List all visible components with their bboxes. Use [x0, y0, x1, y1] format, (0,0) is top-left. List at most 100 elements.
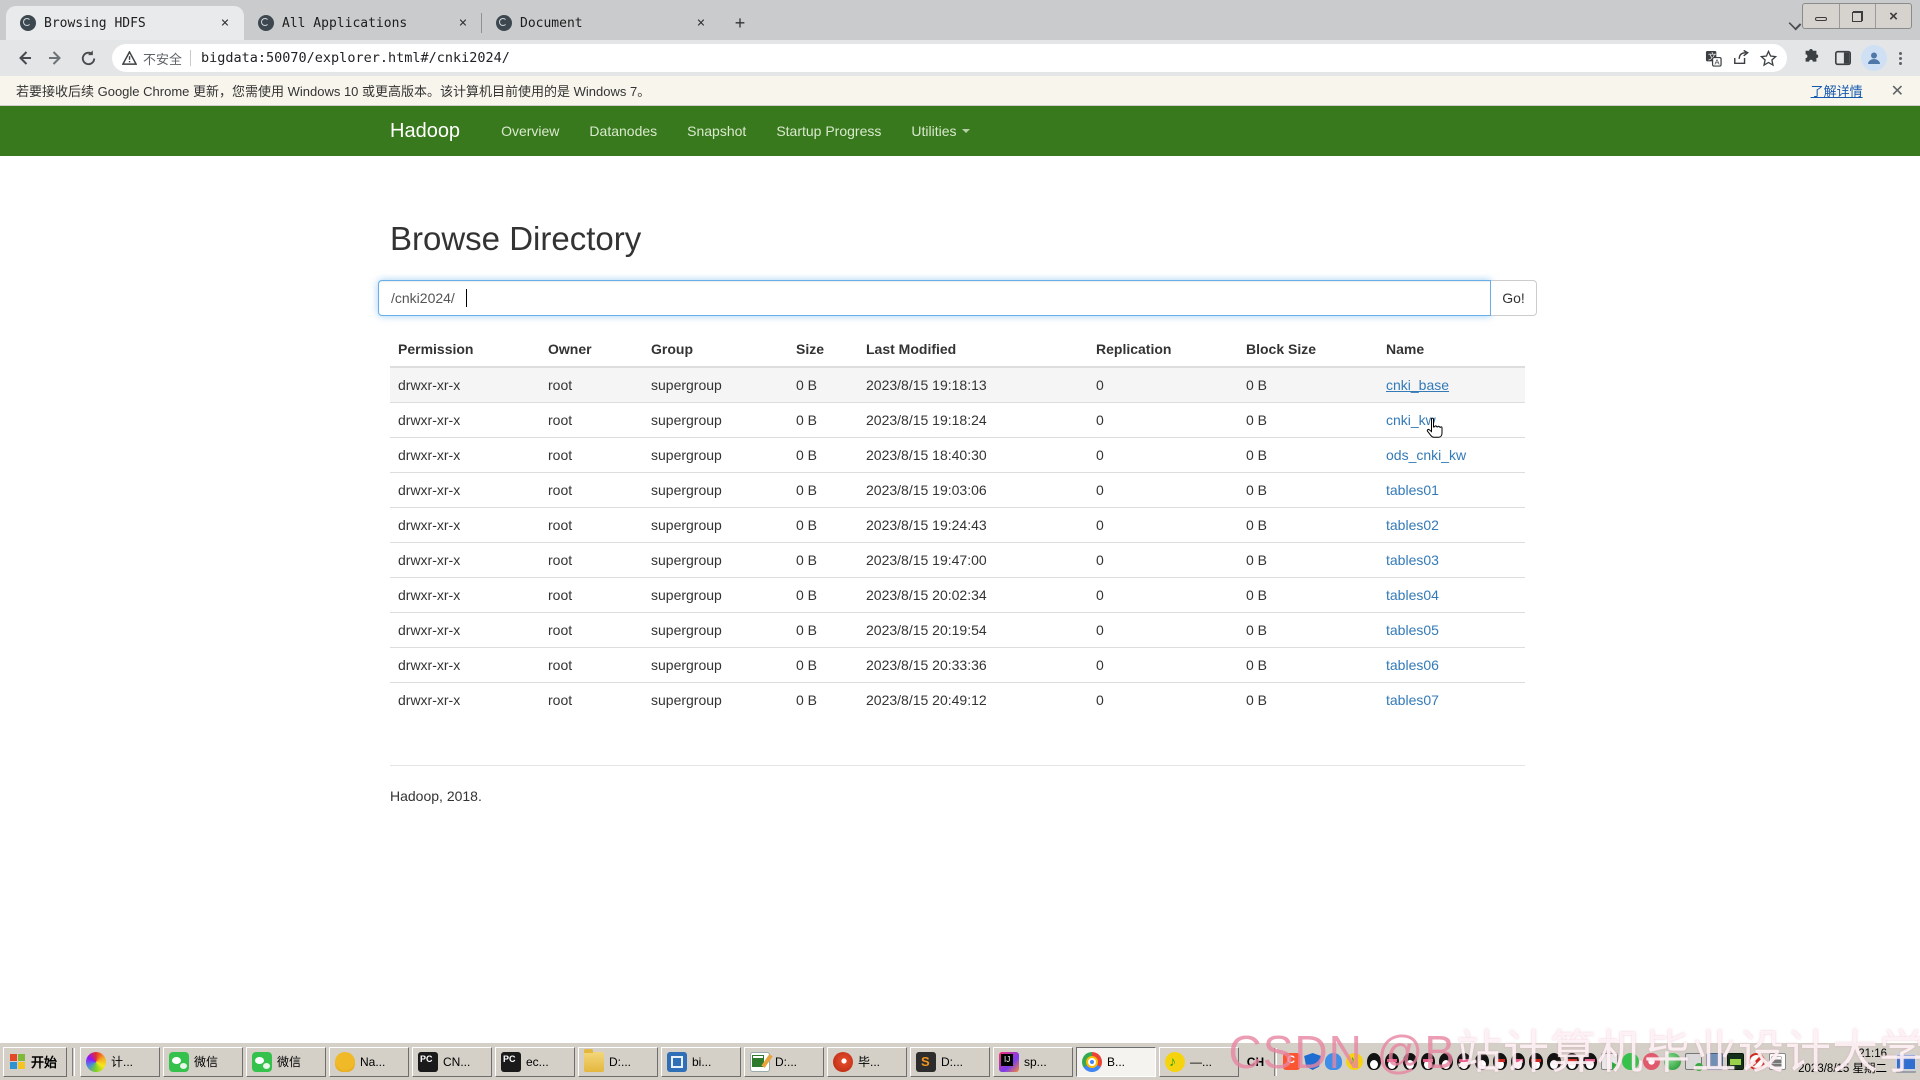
- dir-link-cnki_kw[interactable]: cnki_kw: [1386, 412, 1436, 428]
- qq-penguin-icon[interactable]: [1493, 1053, 1508, 1070]
- address-bar[interactable]: 不安全 bigdata:50070/explorer.html#/cnki202…: [112, 44, 1787, 72]
- task-button-pycharm-1[interactable]: CN...: [412, 1046, 492, 1077]
- nav-overview[interactable]: Overview: [501, 123, 560, 139]
- go-button[interactable]: Go!: [1491, 280, 1537, 316]
- qq-penguin-icon[interactable]: [1367, 1053, 1382, 1070]
- wechat-tray-icon[interactable]: [1622, 1053, 1640, 1070]
- tab-close-icon[interactable]: ×: [458, 15, 468, 31]
- task-button-intellij[interactable]: sp...: [993, 1046, 1073, 1077]
- close-icon: ×: [1889, 7, 1898, 25]
- qq-penguin-icon[interactable]: [1529, 1053, 1544, 1070]
- tab-search-chevron-icon[interactable]: [1788, 16, 1802, 30]
- browser-menu-icon[interactable]: [1891, 48, 1910, 69]
- hadoop-brand[interactable]: Hadoop: [390, 119, 461, 142]
- start-button[interactable]: 开始: [3, 1046, 67, 1077]
- qq-penguin-icon[interactable]: [1547, 1053, 1562, 1070]
- qq-penguin-icon[interactable]: [1475, 1053, 1490, 1070]
- task-button-bi-app[interactable]: bi...: [661, 1046, 741, 1077]
- csdn-tray-icon[interactable]: [1283, 1053, 1301, 1070]
- side-panel-icon[interactable]: [1829, 44, 1857, 72]
- translate-icon[interactable]: 文A: [1705, 50, 1722, 67]
- dir-link-cnki_base[interactable]: cnki_base: [1386, 377, 1450, 393]
- green-orb-tray-icon[interactable]: [1664, 1053, 1682, 1070]
- qq-music-icon: [1165, 1051, 1185, 1072]
- url-text[interactable]: bigdata:50070/explorer.html#/cnki2024/: [201, 50, 510, 66]
- dir-link-tables02[interactable]: tables02: [1386, 517, 1439, 533]
- browse-directory-section: Browse Directory Go! Permission Owner Gr…: [375, 220, 1540, 804]
- share-icon[interactable]: [1732, 50, 1750, 66]
- tab-all-applications[interactable]: All Applications ×: [244, 6, 482, 40]
- learn-more-link[interactable]: 了解详情: [1810, 84, 1863, 99]
- bookmark-star-icon[interactable]: [1760, 49, 1777, 67]
- qq-penguin-icon[interactable]: [1511, 1053, 1526, 1070]
- table-row: drwxr-xr-x root supergroup 0 B 2023/8/15…: [390, 647, 1525, 683]
- graphics-tray-icon[interactable]: [1727, 1053, 1745, 1070]
- tab-close-icon[interactable]: ×: [696, 15, 706, 31]
- task-button-text-editor[interactable]: D:...: [744, 1046, 824, 1077]
- restore-button[interactable]: [1839, 4, 1875, 28]
- dir-link-tables07[interactable]: tables07: [1386, 692, 1439, 708]
- cell-group: supergroup: [643, 366, 788, 403]
- tab-document[interactable]: Document ×: [481, 6, 720, 40]
- qq-penguin-icon[interactable]: [1583, 1053, 1598, 1070]
- phone-tray-icon[interactable]: [1685, 1053, 1704, 1071]
- cell-owner: root: [540, 402, 643, 438]
- nav-utilities[interactable]: Utilities: [896, 106, 984, 156]
- nav-datanodes[interactable]: Datanodes: [589, 123, 658, 139]
- task-button-folder[interactable]: D:...: [578, 1046, 658, 1077]
- dir-link-tables01[interactable]: tables01: [1386, 482, 1439, 498]
- taskbar-clock[interactable]: 21:16 2023/8/15 星期二: [1798, 1047, 1887, 1077]
- svg-text:A: A: [1714, 57, 1720, 66]
- language-indicator[interactable]: CH: [1246, 1054, 1265, 1069]
- minimize-button[interactable]: [1803, 4, 1839, 28]
- task-button-chrome[interactable]: B...: [1076, 1046, 1156, 1077]
- qq-penguin-icon[interactable]: [1385, 1053, 1400, 1070]
- security-section[interactable]: 不安全: [122, 49, 182, 68]
- forward-button[interactable]: [42, 44, 70, 72]
- qq-penguin-icon[interactable]: [1457, 1053, 1472, 1070]
- nav-snapshot[interactable]: Snapshot: [687, 123, 747, 139]
- new-tab-button[interactable]: +: [734, 12, 746, 33]
- dir-link-tables04[interactable]: tables04: [1386, 587, 1439, 603]
- qq-penguin-icon[interactable]: [1439, 1053, 1454, 1070]
- blocked-tray-icon[interactable]: [1748, 1053, 1766, 1070]
- usb-device-tray-icon[interactable]: [1706, 1053, 1724, 1070]
- task-button-wechat-2[interactable]: 微信: [246, 1046, 326, 1077]
- tab-close-icon[interactable]: ×: [220, 15, 230, 31]
- cloud-drive-icon[interactable]: [1325, 1053, 1343, 1070]
- task-button-wechat-1[interactable]: 微信: [163, 1046, 243, 1077]
- display-monitor-icon[interactable]: [1895, 1052, 1917, 1071]
- infobar-close-icon[interactable]: ✕: [1890, 82, 1904, 100]
- windows-taskbar: 开始 计... 微信 微信 Na... CN... ec... D:... bi…: [0, 1042, 1920, 1080]
- dir-link-ods_cnki_kw[interactable]: ods_cnki_kw: [1386, 447, 1467, 463]
- directory-path-input[interactable]: [378, 280, 1491, 316]
- back-button[interactable]: [10, 44, 38, 72]
- cell-owner: root: [540, 647, 643, 683]
- task-button-pinwheel[interactable]: 计...: [80, 1046, 160, 1077]
- task-button-sublime[interactable]: D:...: [910, 1046, 990, 1077]
- dir-link-tables05[interactable]: tables05: [1386, 622, 1439, 638]
- close-button[interactable]: ×: [1875, 4, 1911, 28]
- qq-penguin-icon[interactable]: [1421, 1053, 1436, 1070]
- task-button-navicat[interactable]: Na...: [329, 1046, 409, 1077]
- clipboard-tray-icon[interactable]: [1601, 1053, 1620, 1070]
- task-button-qq-music[interactable]: —...: [1159, 1046, 1239, 1077]
- dir-link-tables06[interactable]: tables06: [1386, 657, 1439, 673]
- extensions-puzzle-icon[interactable]: [1797, 44, 1825, 72]
- flower-tray-icon[interactable]: [1643, 1053, 1661, 1070]
- table-row: drwxr-xr-x root supergroup 0 B 2023/8/15…: [390, 437, 1525, 473]
- qq-penguin-icon[interactable]: [1403, 1053, 1418, 1070]
- tab-browsing-hdfs[interactable]: Browsing HDFS ×: [6, 6, 244, 40]
- task-button-red-swirl[interactable]: 毕...: [827, 1046, 907, 1077]
- cell-replication: 0: [1088, 366, 1238, 403]
- profile-avatar[interactable]: [1861, 45, 1887, 71]
- nav-startup-progress[interactable]: Startup Progress: [776, 123, 882, 139]
- reload-button[interactable]: [74, 44, 102, 72]
- task-button-pycharm-2[interactable]: ec...: [495, 1046, 575, 1077]
- security-shield-icon[interactable]: [1304, 1053, 1322, 1070]
- document-tray-icon[interactable]: [1769, 1053, 1787, 1070]
- warning-icon: [122, 51, 137, 65]
- dir-link-tables03[interactable]: tables03: [1386, 552, 1439, 568]
- qq-penguin-icon[interactable]: [1565, 1053, 1580, 1070]
- qq-music-tray-icon[interactable]: [1346, 1053, 1364, 1070]
